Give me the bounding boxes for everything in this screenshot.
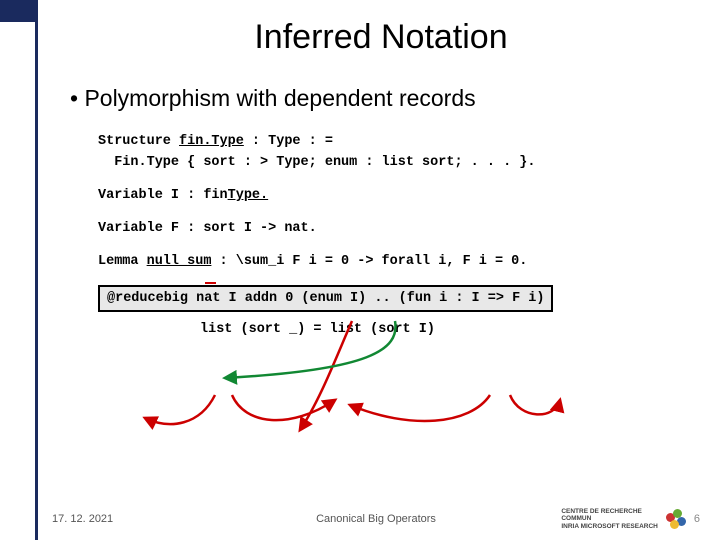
equation: list (sort _) = list (sort I) (200, 322, 692, 337)
code-line-1: Structure fin.Type : Type : = (98, 132, 692, 153)
logo-text-line: COMMUN (561, 515, 658, 522)
footer-center: Canonical Big Operators (316, 513, 436, 525)
code-underline: Type. (228, 188, 269, 203)
slide-content: Inferred Notation • Polymorphism with de… (42, 0, 720, 540)
code-line-5: Lemma null_sum : \sum_i F i = 0 -> foral… (98, 252, 692, 273)
code-underline: null_sum (147, 254, 212, 269)
logo-text-line: CENTRE DE RECHERCHE (561, 508, 658, 515)
code-line-4: Variable F : sort I -> nat. (98, 219, 692, 240)
code-text: Variable I : fin (98, 188, 228, 203)
code-line-3: Variable I : finType. (98, 186, 692, 207)
code-text: Structure (98, 134, 179, 149)
slide-title: Inferred Notation (70, 18, 692, 57)
footer: 17. 12. 2021 Canonical Big Operators CEN… (52, 508, 700, 530)
spacer (98, 240, 692, 252)
spacer (98, 207, 692, 219)
spacer (98, 174, 692, 186)
side-accent (0, 0, 38, 540)
logo-icon (666, 509, 686, 529)
code-underline: fin.Type (179, 134, 244, 149)
footer-right: CENTRE DE RECHERCHE COMMUN INRIA MICROSO… (561, 508, 700, 530)
footer-logo-text: CENTRE DE RECHERCHE COMMUN INRIA MICROSO… (561, 508, 658, 530)
footer-date: 17. 12. 2021 (52, 513, 113, 525)
bullet-text: • Polymorphism with dependent records (70, 85, 692, 112)
code-text: : \sum_i F i = 0 -> forall i, F i = 0. (211, 254, 527, 269)
highlighted-box: @reducebig nat I addn 0 (enum I) .. (fun… (98, 285, 553, 312)
code-block: Structure fin.Type : Type : = Fin.Type {… (70, 132, 692, 273)
code-text: Lemma (98, 254, 147, 269)
corner-box (0, 0, 38, 22)
code-text: : Type : = (244, 134, 333, 149)
logo-text-line: INRIA MICROSOFT RESEARCH (561, 523, 658, 530)
code-line-2: Fin.Type { sort : > Type; enum : list so… (98, 153, 692, 174)
page-number: 6 (694, 513, 700, 525)
